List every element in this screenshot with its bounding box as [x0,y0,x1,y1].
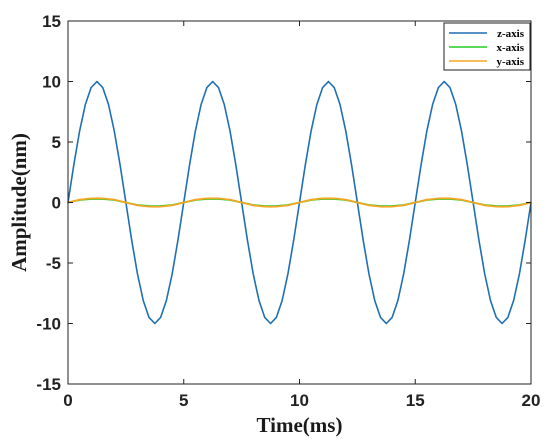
x-tick-label: 0 [63,391,72,410]
y-tick-label: 5 [52,133,61,152]
y-tick-label: 10 [42,73,61,92]
x-tick-label: 5 [179,391,188,410]
x-tick-label: 20 [522,391,541,410]
legend-label-z-axis: z-axis [497,28,525,40]
y-tick-label: 0 [52,194,61,213]
series-line-y-axis [67,197,532,208]
y-tick-label: 15 [42,12,61,31]
y-tick-label: -15 [36,375,61,394]
series-layer [67,21,532,384]
labels-layer: 0 5 10 15 20 -15 -10 -5 0 5 10 15 Time(ms) Amplitude(… [7,12,540,437]
legend-label-x-axis: x-axis [497,42,525,54]
y-axis-title: Amplitude(nm) [7,133,31,272]
legend: z-axis x-axis y-axis [443,22,531,71]
y-tick-label: -5 [46,254,61,273]
x-tick-label: 15 [406,391,425,410]
x-axis-title: Time(ms) [257,413,343,437]
y-tick-label: -10 [36,315,61,334]
legend-label-y-axis: y-axis [497,56,525,68]
x-tick-label: 10 [290,391,309,410]
axes-layer [67,20,532,385]
